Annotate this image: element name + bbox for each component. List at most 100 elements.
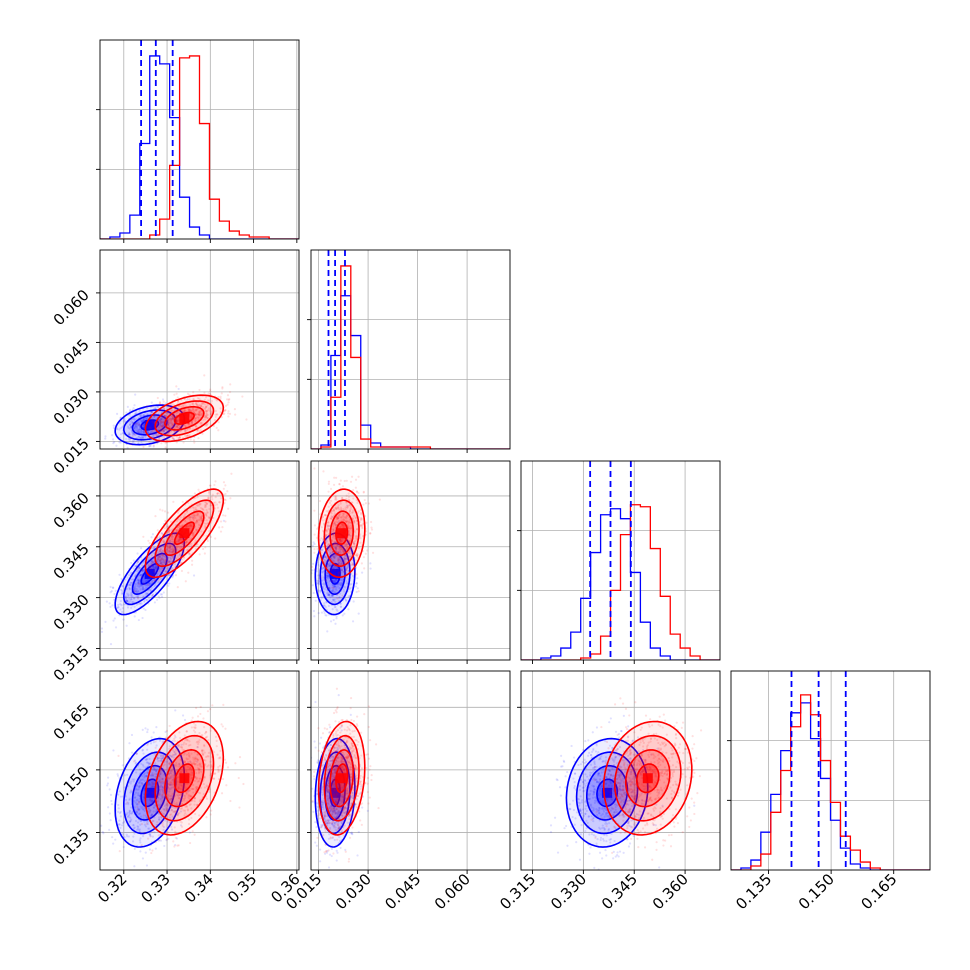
scatter-point <box>158 424 161 427</box>
scatter-point <box>163 406 166 410</box>
scatter-point <box>312 609 316 613</box>
scatter-point <box>194 417 197 420</box>
scatter-point <box>174 574 178 577</box>
scatter-point <box>183 429 186 432</box>
scatter-point <box>352 489 355 492</box>
scatter-point <box>357 590 360 593</box>
scatter-point <box>150 594 154 597</box>
scatter-point <box>158 596 161 599</box>
scatter-point <box>155 581 159 584</box>
scatter-point <box>164 736 167 739</box>
scatter-point <box>159 418 163 421</box>
scatter-point <box>136 560 140 564</box>
scatter-point <box>195 408 198 411</box>
scatter-point <box>151 410 154 414</box>
scatter-point <box>114 589 117 592</box>
scatter-point <box>134 425 137 428</box>
scatter-point <box>162 419 165 422</box>
scatter-point <box>170 417 173 421</box>
peak-marker-series-0 <box>144 419 155 430</box>
scatter-point <box>369 567 372 570</box>
scatter-point <box>130 598 133 601</box>
scatter-point <box>160 408 163 412</box>
scatter-point <box>132 450 134 452</box>
scatter-point <box>143 588 146 591</box>
scatter-point <box>190 410 194 413</box>
scatter-point <box>188 433 191 437</box>
scatter-point <box>172 500 175 503</box>
scatter-point <box>157 557 160 560</box>
scatter-point <box>185 540 188 544</box>
scatter-point <box>219 520 223 523</box>
scatter-point <box>169 409 172 413</box>
scatter-point <box>171 576 174 579</box>
scatter-point <box>154 433 157 436</box>
scatter-point <box>140 420 143 423</box>
scatter-point <box>168 417 171 420</box>
panel-2-1 <box>307 460 511 664</box>
scatter-point <box>316 547 319 551</box>
scatter-point <box>161 554 164 557</box>
scatter-point <box>202 402 205 405</box>
scatter-point <box>153 546 156 550</box>
scatter-point <box>173 543 176 547</box>
scatter-point <box>131 751 134 754</box>
scatter-point <box>120 604 123 607</box>
scatter-point <box>132 439 135 442</box>
scatter-point <box>142 414 145 417</box>
scatter-point <box>205 514 208 517</box>
scatter-point <box>136 583 140 586</box>
scatter-point <box>157 553 160 556</box>
scatter-point <box>168 582 171 585</box>
scatter-point <box>168 421 171 424</box>
scatter-point <box>119 433 122 436</box>
scatter-point <box>160 419 164 423</box>
scatter-point <box>126 599 129 602</box>
scatter-point <box>149 582 152 585</box>
scatter-point <box>162 430 165 433</box>
scatter-point <box>133 432 136 436</box>
scatter-point <box>355 590 358 594</box>
scatter-point <box>189 404 192 407</box>
scatter-point <box>154 740 157 743</box>
scatter-point <box>140 822 144 826</box>
scatter-point <box>134 783 137 787</box>
scatter-point <box>123 417 126 420</box>
scatter-point <box>140 574 143 577</box>
scatter-point <box>169 556 172 559</box>
scatter-point <box>114 626 118 629</box>
scatter-point <box>126 592 129 595</box>
scatter-point <box>210 412 213 416</box>
scatter-point <box>138 579 141 582</box>
scatter-point <box>142 423 145 426</box>
scatter-point <box>134 433 137 436</box>
scatter-point <box>335 476 338 479</box>
scatter-point <box>189 410 193 413</box>
scatter-point <box>129 594 133 597</box>
scatter-point <box>149 451 151 453</box>
scatter-point <box>326 586 330 590</box>
scatter-point <box>142 424 146 427</box>
scatter-point <box>204 407 207 410</box>
scatter-point <box>142 430 145 433</box>
scatter-point <box>171 551 174 554</box>
scatter-point <box>112 442 115 445</box>
scatter-point <box>214 413 217 416</box>
scatter-point <box>138 430 141 433</box>
scatter-point <box>169 422 172 425</box>
scatter-point <box>205 413 208 416</box>
scatter-point <box>205 416 208 419</box>
scatter-point <box>141 783 144 786</box>
panel-plot-area <box>311 250 510 449</box>
scatter-point <box>134 428 137 432</box>
scatter-point <box>177 539 181 542</box>
scatter-point <box>154 407 157 410</box>
scatter-point <box>183 408 186 412</box>
scatter-point <box>204 410 208 413</box>
scatter-point <box>172 415 175 418</box>
scatter-point <box>134 590 137 593</box>
scatter-point <box>141 436 144 439</box>
scatter-point <box>202 547 205 551</box>
scatter-point <box>220 792 224 795</box>
